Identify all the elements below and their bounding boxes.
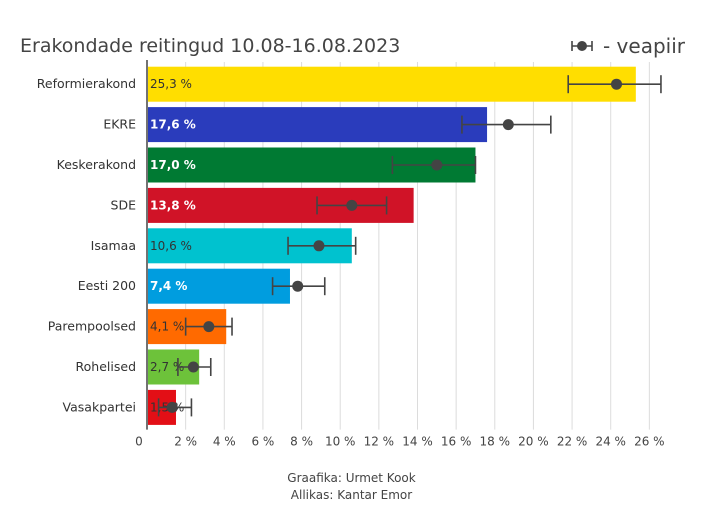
x-tick-label: 18 % (480, 435, 511, 449)
legend: - veapiir (569, 34, 685, 58)
legend-label: - veapiir (602, 34, 685, 58)
error-point (431, 159, 443, 171)
x-tick-label: 16 % (441, 435, 472, 449)
category-label: Isamaa (91, 238, 136, 253)
chart-title: Erakondade reitingud 10.08-16.08.2023 (20, 35, 401, 57)
x-tick-label: 6 % (251, 435, 274, 449)
value-label: 10,6 % (150, 239, 192, 253)
x-tick-label: 26 % (634, 435, 665, 449)
category-label: Keskerakond (57, 157, 136, 172)
credit-text: Graafika: Urmet Kook (287, 471, 416, 485)
error-point (292, 280, 304, 292)
x-tick-label: 0 (135, 435, 143, 449)
error-point (187, 361, 199, 373)
category-label: Reformierakond (37, 76, 136, 91)
category-label: Parempoolsed (48, 319, 136, 334)
x-tick-label: 8 % (290, 435, 313, 449)
error-point (313, 240, 325, 252)
bar (148, 107, 488, 143)
category-label: Vasakpartei (63, 399, 136, 414)
error-point (166, 401, 178, 413)
category-label: EKRE (103, 117, 136, 132)
error-point (203, 321, 215, 333)
source-text: Allikas: Kantar Emor (290, 488, 413, 502)
error-point (502, 119, 514, 131)
value-label: 17,0 % (150, 158, 196, 172)
x-tick-label: 4 % (213, 435, 236, 449)
value-label: 7,4 % (150, 279, 187, 293)
bar (148, 268, 290, 304)
category-label: Rohelised (76, 359, 136, 374)
value-label: 2,7 % (150, 360, 184, 374)
category-label: SDE (111, 197, 137, 212)
x-tick-label: 2 % (174, 435, 197, 449)
credits: Graafika: Urmet Kook Allikas: Kantar Emo… (0, 470, 703, 504)
x-tick-label: 12 % (364, 435, 395, 449)
error-point (611, 78, 623, 90)
x-tick-label: 10 % (325, 435, 356, 449)
error-point (346, 199, 358, 211)
bar (148, 66, 636, 102)
value-label: 4,1 % (150, 320, 184, 334)
value-label: 13,8 % (150, 198, 196, 212)
error-bar-legend-icon (571, 41, 593, 51)
value-label: 17,6 % (150, 118, 196, 132)
x-tick-label: 22 % (557, 435, 588, 449)
x-tick-label: 20 % (518, 435, 549, 449)
x-tick-label: 14 % (402, 435, 433, 449)
category-label: Eesti 200 (78, 278, 136, 293)
x-tick-label: 24 % (595, 435, 626, 449)
value-label: 25,3 % (150, 77, 192, 91)
